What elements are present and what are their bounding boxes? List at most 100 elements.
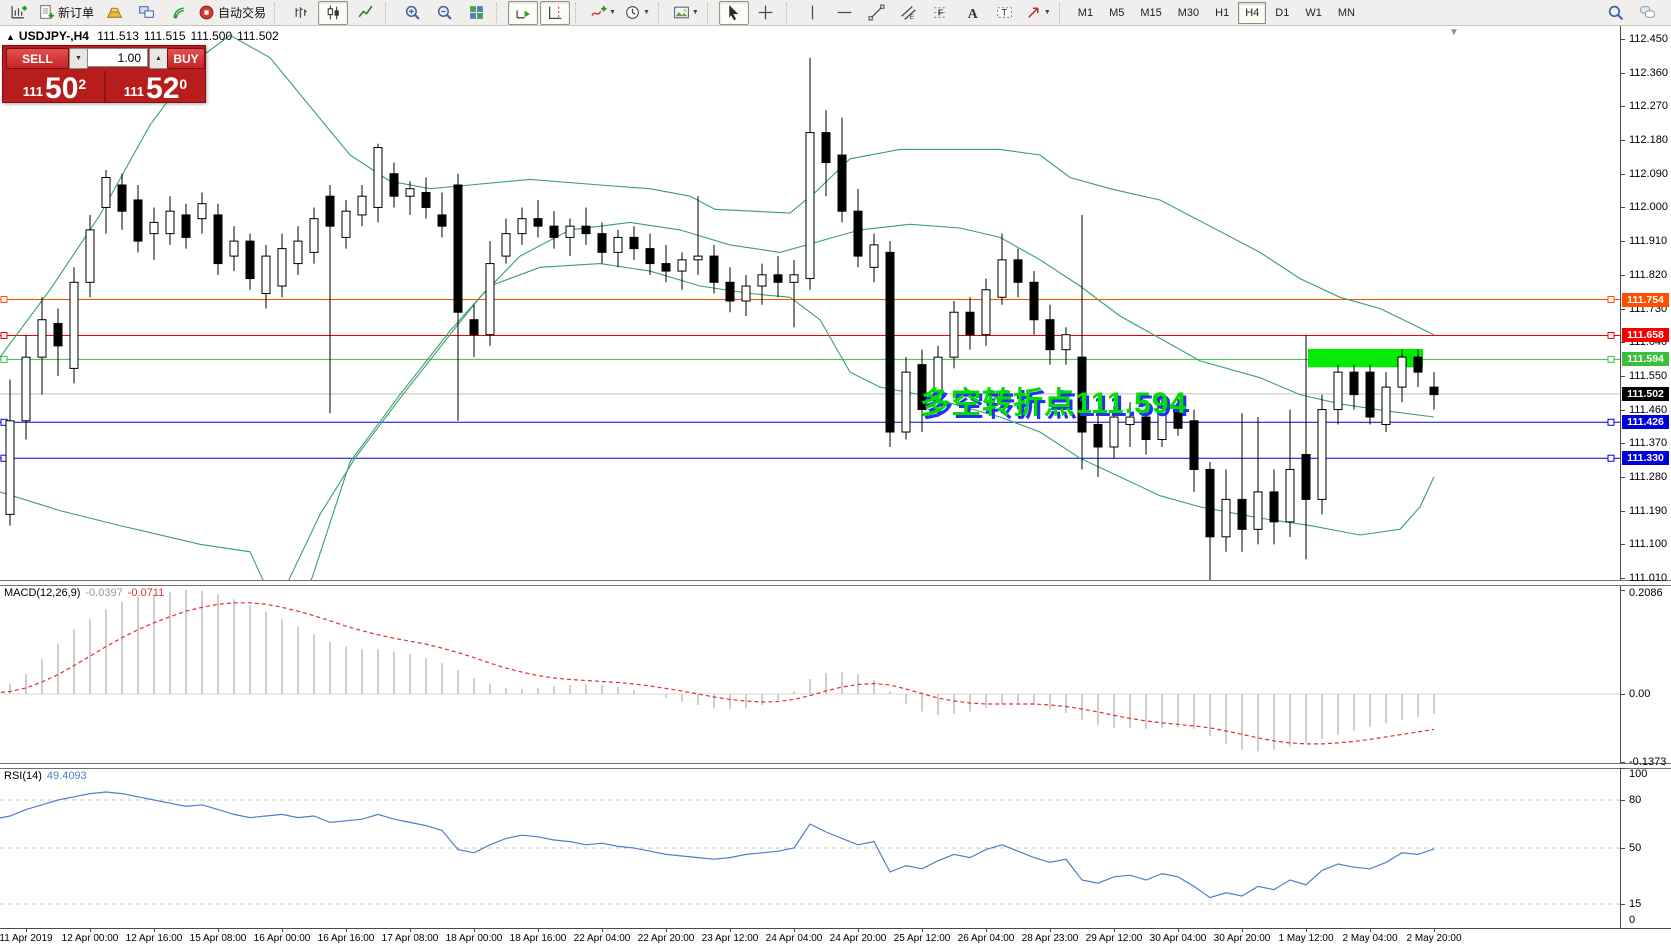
collapse-icon[interactable]: ▲	[6, 32, 15, 42]
search-button[interactable]	[1600, 1, 1630, 25]
fibonacci-button[interactable]: F	[926, 1, 956, 25]
volume-increase-button[interactable]: ▲	[149, 48, 168, 69]
time-tick	[922, 928, 923, 932]
profiles-icon	[106, 7, 122, 18]
pane-separator-main-macd[interactable]	[0, 580, 1671, 586]
level-line-handle	[0, 355, 8, 363]
market-watch-button[interactable]	[131, 1, 161, 25]
time-tick	[282, 928, 283, 932]
candle-body	[517, 218, 527, 235]
timeframe-m15-button[interactable]: M15	[1140, 6, 1162, 19]
level-line-handle	[1607, 418, 1615, 426]
volume-decrease-button[interactable]: ▼	[69, 48, 88, 69]
timeframe-m1-button[interactable]: M1	[1077, 6, 1094, 19]
buy-button[interactable]: BUY	[167, 48, 205, 69]
timeframe-d1-button[interactable]: D1	[1275, 6, 1290, 19]
horizontal-line-button[interactable]	[830, 1, 860, 25]
candle-body	[661, 263, 671, 272]
signals-button[interactable]	[163, 1, 193, 25]
timeframe-h4-button[interactable]: H4	[1238, 1, 1267, 24]
vertical-line-button[interactable]	[798, 1, 828, 25]
time-label: 29 Apr 12:00	[1085, 933, 1143, 944]
macd-pane-canvas[interactable]	[0, 585, 1620, 762]
price-axis[interactable]: 112.450 112.360 112.270 112.180 112.090 112.0…	[1620, 0, 1671, 950]
main-chart-canvas[interactable]	[0, 26, 1620, 580]
rsi-tick	[1620, 800, 1625, 801]
auto-scroll-button[interactable]	[508, 0, 539, 25]
new-chart-button[interactable]	[3, 1, 33, 25]
chart-shift-button[interactable]	[540, 0, 571, 25]
timeframe-w1-button[interactable]: W1	[1305, 6, 1322, 19]
sell-button[interactable]: SELL	[6, 48, 69, 69]
line-chart-button[interactable]	[350, 1, 380, 25]
tile-windows-button[interactable]	[461, 1, 491, 25]
cursor-button[interactable]	[718, 0, 749, 25]
chart-annotation-text[interactable]: 多空转折点111.594	[920, 387, 1188, 420]
time-axis[interactable]: 11 Apr 2019 12 Apr 00:00 12 Apr 16:00 15 Ap…	[0, 928, 1671, 950]
macd-signal-value: -0.0711	[127, 587, 165, 599]
trendline-button[interactable]	[862, 1, 892, 25]
indicators-button[interactable]: ▼	[587, 1, 619, 25]
crosshair-button[interactable]	[751, 1, 781, 25]
zoom-in-button[interactable]	[397, 1, 427, 25]
candle-body	[821, 132, 831, 164]
price-tick-label: 111.910	[1629, 235, 1668, 248]
search-icon	[1608, 5, 1623, 21]
templates-button[interactable]: ▼	[670, 1, 702, 25]
arrows-button[interactable]: ▼	[1022, 1, 1054, 25]
macd-signal-line	[0, 602, 1435, 745]
rsi-pane-canvas[interactable]	[0, 768, 1620, 928]
profiles-button[interactable]	[99, 1, 129, 25]
candle-body	[1093, 424, 1103, 448]
rsi-tick-label: 100	[1629, 768, 1648, 780]
chart-shift-marker-icon[interactable]: ▼	[1449, 27, 1459, 38]
equidistant-channel-button[interactable]: E	[894, 1, 924, 25]
auto-trading-button[interactable]: 自动交易	[195, 1, 269, 25]
time-label: 15 Apr 08:00	[189, 933, 247, 944]
candle-body	[645, 248, 655, 265]
price-tick	[1620, 375, 1625, 377]
level-line-handle	[1607, 296, 1615, 304]
candle-body	[949, 311, 959, 358]
candle-body	[709, 255, 719, 283]
timeframe-m5-button[interactable]: M5	[1109, 6, 1125, 19]
dropdown-caret-icon[interactable]: ▼	[1043, 9, 1051, 16]
time-tick	[1114, 928, 1115, 932]
time-tick	[154, 928, 155, 932]
price-tick	[1620, 241, 1625, 243]
candle-body	[1221, 498, 1231, 538]
timeframe-h1-button[interactable]: H1	[1215, 6, 1230, 19]
candle-body	[917, 364, 927, 411]
time-label: 17 Apr 08:00	[381, 933, 439, 944]
quote-line[interactable]: ▲ USDJPY-,H4 111.513 111.515 111.500 111.502	[6, 29, 284, 43]
price-tick	[1620, 106, 1625, 108]
quote-low: 111.500	[190, 29, 233, 43]
new-order-button-label: 新订单	[58, 6, 95, 20]
candle-body	[149, 221, 159, 235]
timeframe-m30-button[interactable]: M30	[1177, 6, 1200, 19]
candle-body	[629, 236, 639, 250]
time-label: 1 May 12:00	[1278, 933, 1334, 944]
time-label: 30 Apr 20:00	[1213, 933, 1271, 944]
zoom-out-button[interactable]	[429, 1, 459, 25]
dropdown-caret-icon[interactable]: ▼	[642, 9, 650, 16]
time-label: 12 Apr 16:00	[125, 933, 183, 944]
timeframe-mn-button[interactable]: MN	[1337, 6, 1355, 19]
new-order-button[interactable]: 新订单	[35, 1, 97, 25]
dropdown-caret-icon[interactable]: ▼	[609, 9, 616, 16]
volume-input[interactable]: 1.00	[87, 48, 148, 67]
text-label-button[interactable]: T	[990, 1, 1020, 25]
buy-price-main: 52	[146, 72, 180, 105]
text-button[interactable]: A	[958, 1, 988, 25]
candlestick-chart-button[interactable]	[318, 0, 349, 25]
sell-price[interactable]: 111 50 2	[6, 70, 103, 104]
candle-body	[837, 154, 847, 212]
chat-button[interactable]	[1632, 1, 1662, 25]
buy-price[interactable]: 111 52 0	[106, 70, 205, 104]
candle-body	[1013, 259, 1023, 283]
pane-separator-macd-rsi[interactable]	[0, 763, 1671, 769]
bar-chart-button[interactable]	[286, 1, 316, 25]
candle-body	[229, 240, 239, 257]
periods-button[interactable]: ▼	[621, 1, 653, 25]
dropdown-caret-icon[interactable]: ▼	[691, 9, 699, 16]
